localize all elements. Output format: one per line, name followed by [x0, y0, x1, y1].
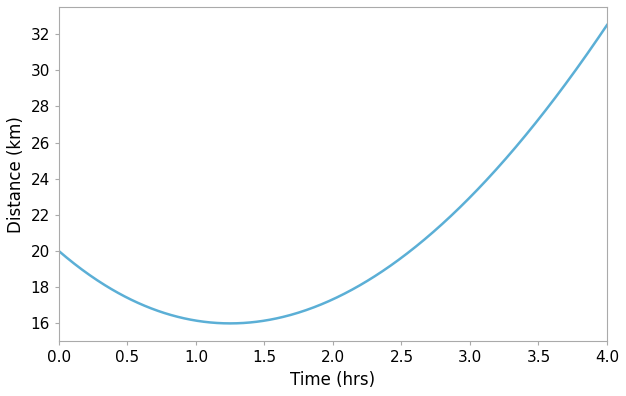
- Y-axis label: Distance (km): Distance (km): [7, 116, 25, 232]
- X-axis label: Time (hrs): Time (hrs): [290, 371, 376, 389]
